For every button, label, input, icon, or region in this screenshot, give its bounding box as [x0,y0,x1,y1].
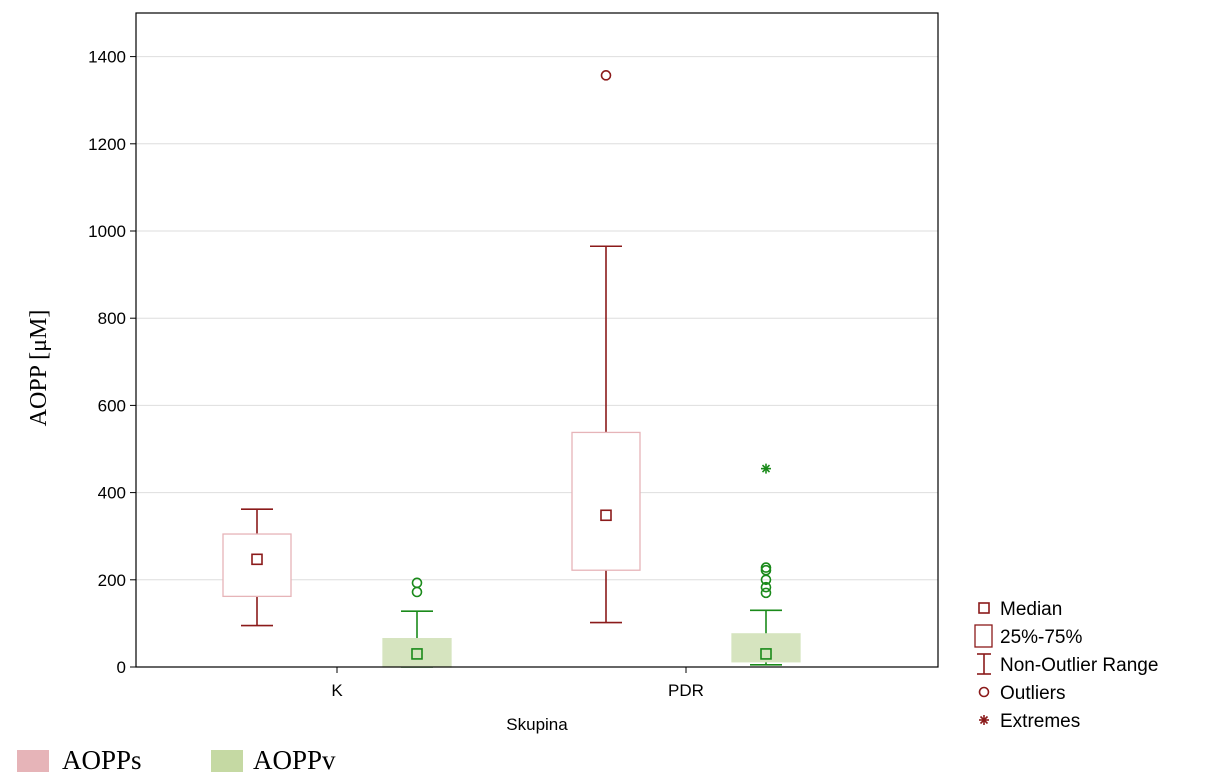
group-legend-label: AOPPv [253,745,336,775]
legend-item-outlier: Outliers [978,683,1065,704]
extreme-point [761,463,771,474]
group-legend-label: AOPPs [62,745,142,775]
median-marker [411,648,423,660]
box-aopps-pdr [571,70,641,624]
legend-outlier-icon [978,686,990,698]
y-tick-label: 400 [98,484,126,503]
legend-label: Extremes [1000,711,1080,732]
x-axis: K PDR [331,667,704,700]
group-legend: AOPPs AOPPv [17,745,336,775]
iqr-box [222,533,292,598]
legend-item-median: Median [978,599,1062,620]
x-tick-label: K [331,681,343,700]
legend-item-extreme: Extremes [979,711,1080,732]
outlier-point [411,577,423,589]
y-tick-label: 200 [98,571,126,590]
group-legend-swatch [17,750,49,772]
box-aoppv-k [382,577,452,668]
legend-item-whisker: Non-Outlier Range [977,653,1158,676]
y-axis: 0 200 400 600 800 1000 1200 1400 [88,48,136,677]
box-aoppv-pdr [731,463,801,666]
group-legend-item-aoppv: AOPPv [211,745,336,775]
legend-label: Median [1000,599,1062,620]
y-tick-label: 1400 [88,48,126,67]
y-tick-label: 1000 [88,222,126,241]
legend-item-box: 25%-75% [974,624,1082,648]
symbol-legend: Median 25%-75% Non-Outlier Range Outliers Ex… [974,599,1158,732]
y-axis-title: AOPP [μM] [26,310,52,427]
iqr-box [571,431,641,571]
group-legend-item-aopps: AOPPs [17,745,142,775]
outlier-point [760,587,772,599]
x-tick-label: PDR [668,681,704,700]
y-tick-label: 800 [98,309,126,328]
legend-label: Non-Outlier Range [1000,655,1158,676]
y-tick-label: 600 [98,396,126,415]
plot-frame [135,12,939,668]
box-aopps-k [222,508,292,627]
legend-box-icon [974,624,993,648]
median-marker [251,553,263,566]
outlier-point [600,70,612,81]
y-tick-label: 1200 [88,135,126,154]
median-marker [760,648,772,660]
legend-median-icon [978,602,990,614]
legend-label: Outliers [1000,683,1065,704]
x-axis-title: Skupina [506,715,568,734]
outlier-point [760,581,772,593]
box-groups [222,70,801,668]
legend-label: 25%-75% [1000,627,1082,648]
extreme-stroke [761,464,771,473]
legend-extreme-stroke [979,715,989,725]
group-legend-swatch [211,750,243,772]
outlier-point [760,562,772,573]
y-tick-label: 0 [117,658,126,677]
median-marker [600,509,612,522]
legend-extreme-icon [979,715,989,725]
